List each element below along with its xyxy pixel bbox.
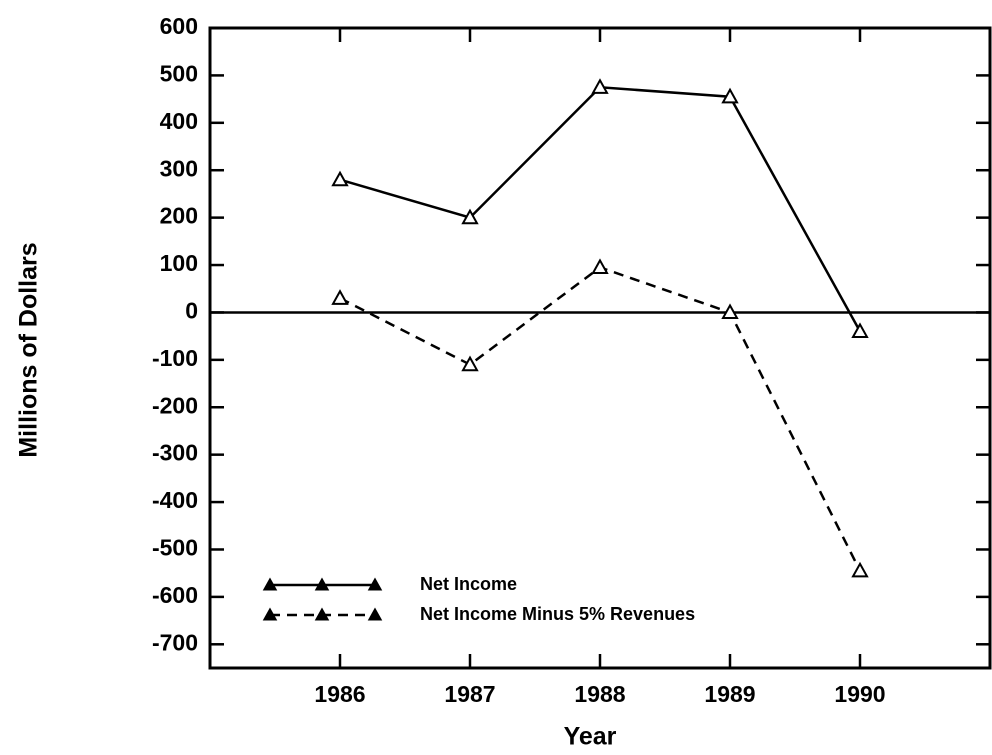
point-marker (331, 170, 349, 187)
y-tick-label: -300 (152, 440, 198, 466)
y-tick-label: -600 (152, 582, 198, 608)
legend-marker (367, 607, 383, 621)
legend-marker (367, 577, 383, 591)
y-tick-label: -700 (152, 629, 198, 655)
series-line (339, 85, 862, 333)
point-marker (721, 303, 739, 320)
point-marker (331, 289, 349, 305)
y-tick-label: 600 (160, 13, 198, 39)
x-tick-label: 1986 (314, 681, 365, 707)
x-tick-label: 1990 (834, 681, 885, 707)
y-tick-label: -100 (152, 345, 198, 371)
point-marker (721, 87, 739, 104)
point-marker (461, 355, 479, 372)
point-marker (591, 258, 609, 275)
point-marker (461, 208, 479, 225)
y-tick-label: -400 (152, 487, 198, 513)
x-tick-label: 1988 (574, 681, 625, 707)
legend-marker (314, 607, 330, 621)
plot-frame (208, 26, 992, 670)
y-axis-label: Millions of Dollars (15, 242, 43, 457)
legend-marker (262, 577, 278, 591)
y-tick-label: 400 (160, 108, 198, 134)
x-tick-label: 1987 (444, 681, 495, 707)
point-marker (851, 561, 869, 578)
legend-marker (314, 577, 330, 591)
y-tick-label: 100 (160, 250, 198, 276)
y-tick-label: 0 (185, 298, 198, 324)
y-tick-label: -200 (152, 392, 198, 418)
x-axis-label: Year (564, 723, 617, 751)
y-tick-label: -500 (152, 535, 198, 561)
y-tick-label: 500 (160, 60, 198, 86)
point-marker (851, 322, 869, 339)
x-tick-label: 1989 (704, 681, 755, 707)
y-tick-label: 200 (160, 203, 198, 229)
legend-label: Net Income (420, 574, 517, 594)
legend-marker (262, 607, 278, 621)
y-tick-label: 300 (160, 155, 198, 181)
legend-label: Net Income Minus 5% Revenues (420, 604, 695, 624)
point-marker (591, 78, 609, 94)
